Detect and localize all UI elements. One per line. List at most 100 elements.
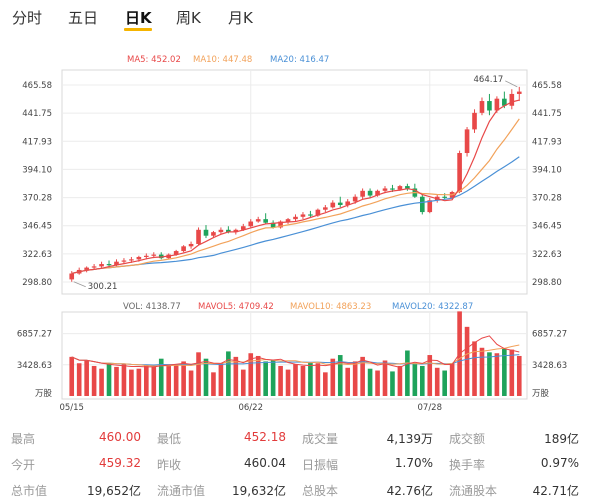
candle-body	[509, 93, 515, 106]
volume-bar	[263, 361, 268, 396]
candle-body	[345, 201, 351, 205]
vol-unit-label-left: 万股	[35, 389, 53, 399]
candle-body	[173, 251, 179, 255]
candle-body	[158, 254, 164, 259]
candle-body	[516, 91, 522, 94]
y-tick-label-left: 322.63	[22, 250, 52, 260]
tab-monthly-k[interactable]: 月K	[228, 9, 253, 27]
low-marker-label: 300.21	[88, 282, 118, 292]
y-tick-label-left: 298.80	[22, 278, 52, 288]
candle-body	[106, 264, 112, 266]
stat-value-turnover-rate: 0.97%	[540, 456, 579, 470]
candle-body	[367, 190, 373, 196]
ma-legend-item: MA20: 416.47	[270, 55, 329, 65]
x-tick-label: 07/28	[418, 403, 443, 413]
candle-body	[203, 229, 209, 236]
high-marker-line	[505, 80, 518, 88]
candle-body	[181, 246, 186, 252]
candle-body	[502, 98, 507, 106]
candle-body	[218, 229, 224, 233]
volume-bar	[419, 365, 425, 396]
volume-bar	[293, 364, 298, 396]
volume-bar	[487, 352, 492, 396]
volume-bar	[412, 363, 418, 396]
stat-value-prev-close: 460.04	[244, 456, 286, 470]
stats-row: 今开 459.32 昨收 460.04 日振幅 1.70% 换手率 0.97%	[0, 452, 589, 474]
stat-label-float-shares: 流通股本	[449, 484, 498, 498]
candle-body	[360, 190, 365, 197]
y-tick-label-left: 441.75	[22, 109, 52, 119]
y-tick-label-right: 465.58	[532, 81, 562, 91]
volume-bar	[345, 367, 351, 396]
volume-bar	[121, 364, 127, 396]
volume-bar	[270, 359, 276, 396]
volume-bar	[390, 371, 395, 396]
volume-bar	[285, 369, 291, 396]
kline-chart[interactable]: MA5: 452.02 MA10: 447.48 MA20: 416.47 VOL: …	[0, 0, 589, 420]
active-tab-indicator	[124, 28, 152, 31]
vol-unit-label-right: 万股	[532, 389, 550, 399]
candle-body	[457, 153, 462, 192]
vol-legend-item: MAVOL5: 4709.42	[198, 302, 274, 312]
stat-value-open: 459.32	[99, 456, 141, 470]
y-tick-label-right: 346.45	[532, 222, 562, 232]
y-tick-label-right: 417.93	[532, 137, 562, 147]
volume-bar	[367, 368, 373, 396]
tab-daily-k[interactable]: 日K	[125, 9, 152, 27]
volume-bar	[173, 364, 179, 396]
volume-bar	[502, 348, 507, 396]
volume-bar	[255, 355, 261, 396]
stat-label-turnover-rate: 换手率	[449, 458, 486, 472]
vol-legend-item: MAVOL20: 4322.87	[392, 302, 473, 312]
stat-label-total-shares: 总股本	[302, 484, 339, 498]
volume-bar	[360, 356, 365, 396]
stats-row: 总市值 19,652亿 流通市值 19,632亿 总股本 42.76亿 流通股本…	[0, 478, 589, 500]
candle-body	[315, 209, 321, 216]
candle-body	[427, 200, 433, 213]
candle-body	[375, 190, 380, 196]
volume-bar	[114, 366, 119, 396]
stat-label-volume: 成交量	[302, 432, 339, 446]
volume-bar	[158, 358, 164, 396]
volume-bar	[248, 353, 254, 396]
stat-value-high: 460.00	[99, 430, 141, 444]
volume-bar	[226, 351, 231, 396]
candle-body	[285, 219, 291, 222]
volume-bar	[91, 365, 97, 396]
volume-bar	[233, 356, 239, 396]
stat-label-market-cap: 总市值	[11, 484, 48, 498]
tab-intraday[interactable]: 分时	[12, 9, 43, 27]
volume-bar	[278, 365, 283, 396]
candle-body	[263, 219, 268, 223]
volume-bar	[151, 366, 157, 396]
volume-bar	[106, 363, 112, 396]
stats-row: 最高 460.00 最低 452.18 成交量 4,139万 成交额 189亿	[0, 426, 589, 448]
stat-value-turnover-amount: 189亿	[544, 432, 579, 446]
tab-five-day[interactable]: 五日	[68, 9, 99, 27]
candle-body	[390, 188, 395, 190]
candle-body	[278, 221, 283, 228]
volume-bar	[144, 365, 149, 396]
volume-bar	[509, 349, 515, 396]
volume-bar	[323, 372, 328, 396]
volume-bar	[136, 368, 142, 396]
candle-body	[121, 260, 127, 262]
volume-bar	[315, 363, 321, 396]
y-tick-label-right: 322.63	[532, 250, 562, 260]
stat-value-amplitude: 1.70%	[394, 456, 433, 470]
stat-value-float-cap: 19,632亿	[232, 484, 286, 498]
candle-body	[382, 188, 388, 191]
candle-body	[226, 229, 231, 233]
y-tick-label-right: 394.10	[532, 165, 562, 175]
stat-value-float-shares: 42.71亿	[532, 484, 579, 498]
stat-label-prev-close: 昨收	[157, 458, 182, 472]
tab-weekly-k[interactable]: 周K	[176, 9, 201, 27]
ma-legend-item: MA5: 452.02	[127, 55, 181, 65]
volume-bar	[516, 355, 522, 396]
volume-bar	[300, 365, 306, 396]
vol-legend-item: MAVOL10: 4863.23	[290, 302, 371, 312]
candle-body	[99, 264, 104, 267]
volume-bar	[218, 363, 224, 396]
candle-body	[69, 273, 75, 280]
candle-body	[196, 229, 201, 244]
